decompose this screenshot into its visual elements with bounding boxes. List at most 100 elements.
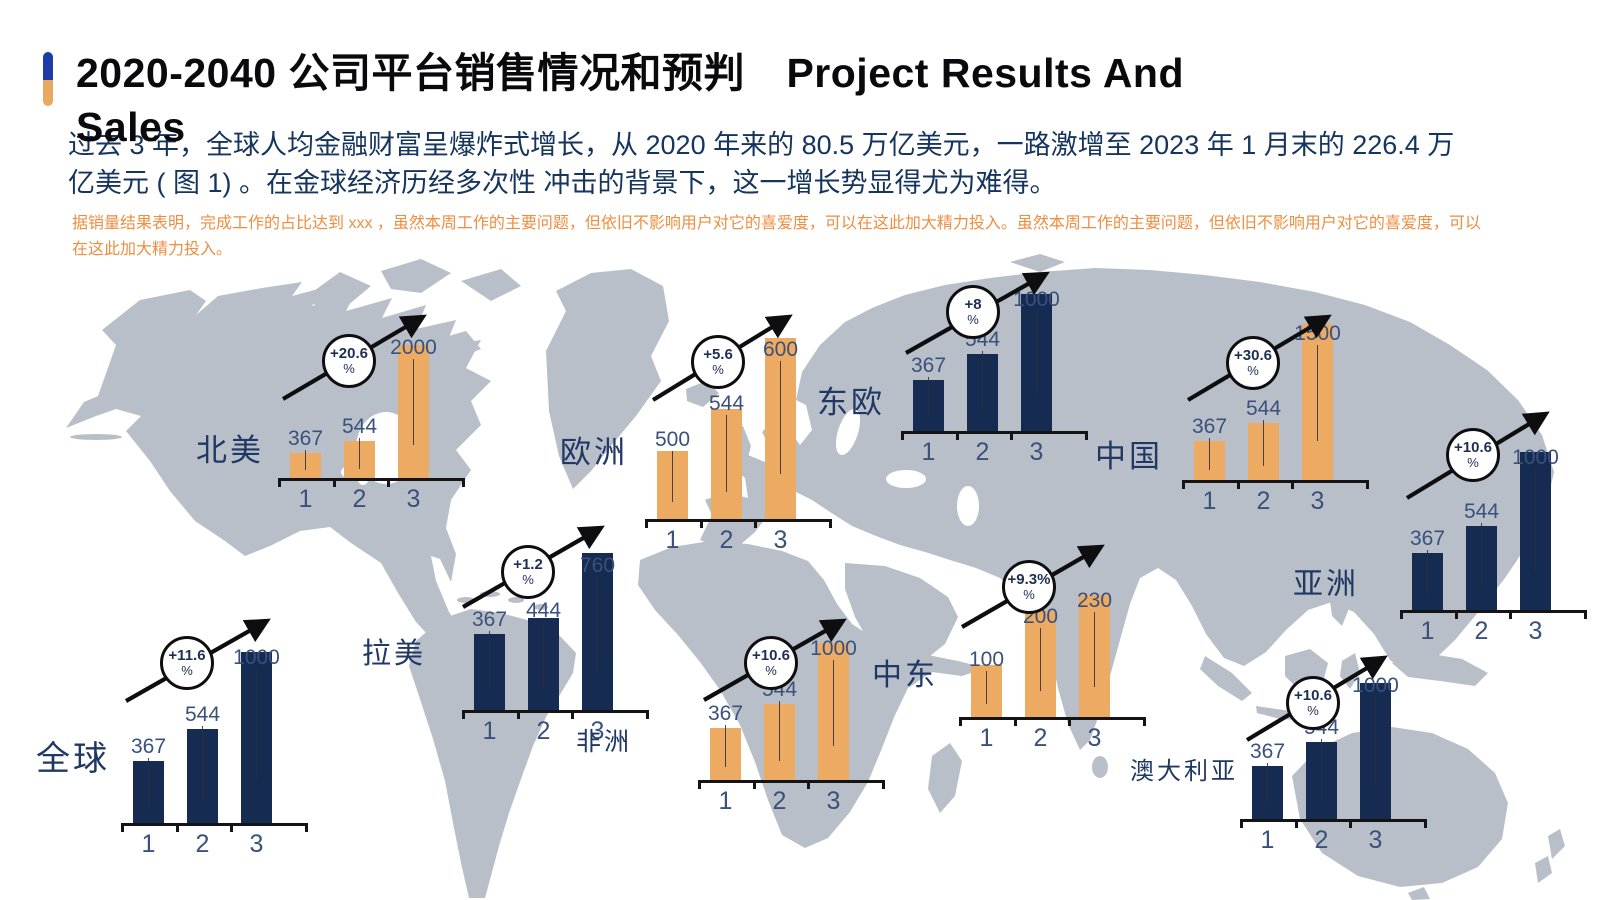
axis-tick [229,823,233,832]
x-axis [901,431,1088,440]
growth-percent-unit: % [712,362,724,378]
bar-value-label: 367 [1191,415,1228,438]
label-leader-line [148,758,149,808]
bar-value-label: 367 [707,702,744,725]
map-caspian-sea [957,486,979,526]
map-great-lake [376,468,386,478]
axis-tick [1454,610,1458,619]
label-leader-line [725,725,726,767]
map-new-zealand [1535,856,1552,883]
bar-value-label: 367 [287,427,324,450]
axis-tick [570,710,574,719]
axis-tick [1290,480,1294,489]
x-tick-label: 3 [1087,724,1102,752]
bar-value-label: 544 [1245,397,1282,420]
axis-tick [462,478,465,487]
label-leader-line [305,450,306,470]
growth-percent-label: +8 [964,295,982,313]
map-black-sea [886,470,926,488]
axis-tick [698,780,701,789]
page-title: 2020-2040 公司平台销售情况和预判 Project Results An… [76,46,1184,154]
x-axis [121,823,308,832]
axis-tick [1348,819,1352,828]
axis-tick [955,431,959,440]
bar-value-label: 367 [910,354,947,377]
map-aleutians [70,434,122,440]
label-leader-line [833,660,834,746]
title-accent-bar [43,52,53,106]
growth-percent-label: +9.3% [1007,570,1051,588]
label-leader-line [928,377,929,419]
label-leader-line [597,577,598,671]
label-leader-line [543,622,544,687]
growth-percent-unit: % [1247,363,1259,379]
growth-percent-label: +1.2 [513,555,543,573]
label-leader-line [256,669,257,781]
x-tick-label: 3 [590,717,605,745]
x-tick-label: 2 [1033,724,1048,752]
label-leader-line [672,451,673,502]
x-tick-label: 3 [826,787,841,815]
growth-badge: +10.6% [1286,676,1340,730]
growth-badge: +1.2% [501,545,555,599]
x-tick-label: 1 [141,830,156,858]
axis-tick [1236,480,1240,489]
map-baltic-sea [835,408,861,456]
region-label-africa: 非洲 [576,728,633,756]
x-tick-label: 2 [1474,617,1489,645]
bar-value-label: 500 [654,428,691,451]
map-new-guinea [1392,653,1488,686]
growth-percent-label: +10.6 [1454,438,1492,456]
intro-paragraph: 过去 3 年，全球人均金融财富呈爆炸式增长，从 2020 年来的 80.5 万亿… [68,130,1455,198]
growth-badge: +8% [946,285,1000,339]
axis-tick [806,780,810,789]
growth-percent-label: +10.6 [752,646,790,664]
x-axis [959,717,1146,726]
axis-tick [516,710,520,719]
axis-tick [1182,480,1185,489]
growth-percent-unit: % [765,663,777,679]
page-title-line1: 2020-2040 公司平台销售情况和预判 Project Results An… [76,50,1185,96]
axis-tick [901,431,904,440]
growth-percent-unit: % [967,312,979,328]
label-leader-line [1427,550,1428,596]
label-leader-line [1267,763,1268,806]
x-tick-label: 1 [298,485,313,513]
label-leader-line [779,701,780,761]
axis-tick [882,780,885,789]
growth-badge: +30.6% [1226,336,1280,390]
x-axis [1240,819,1427,828]
axis-tick [175,823,179,832]
bar-value-label: 544 [184,703,221,726]
region-label-china: 中国 [1095,439,1163,474]
x-axis [698,780,885,789]
axis-tick [959,717,962,726]
growth-badge: +20.6% [322,334,376,388]
x-tick-label: 3 [1029,438,1044,466]
x-axis [645,519,832,528]
region-label-north-america: 北美 [196,433,264,468]
axis-tick [121,823,124,832]
x-tick-label: 1 [1260,826,1275,854]
region-label-australia: 澳大利亚 [1130,758,1238,785]
x-tick-label: 2 [195,830,210,858]
axis-tick [1400,610,1403,619]
axis-tick [829,519,832,528]
x-tick-label: 1 [482,717,497,745]
map-greenland [546,269,669,489]
axis-tick [1085,431,1088,440]
region-label-latin-america: 拉美 [362,638,427,670]
label-leader-line [1535,469,1536,571]
label-leader-line [1094,612,1095,687]
x-tick-label: 3 [1368,826,1383,854]
label-leader-line [202,726,203,800]
axis-tick [1294,819,1298,828]
growth-percent-label: +20.6 [330,344,368,362]
x-tick-label: 1 [1202,487,1217,515]
bar-value-label: 367 [471,608,508,631]
axis-tick [1508,610,1512,619]
growth-badge: +11.6% [160,636,214,690]
